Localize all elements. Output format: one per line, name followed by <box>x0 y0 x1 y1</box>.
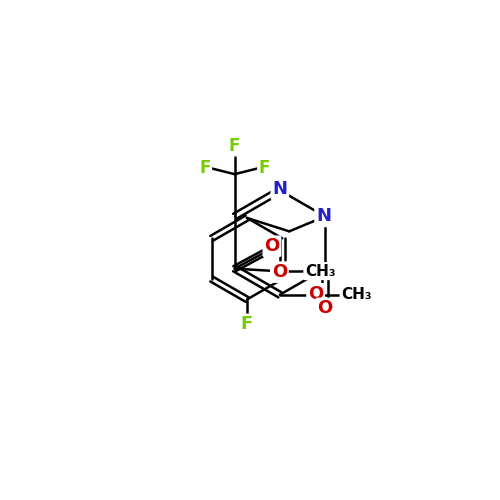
Text: O: O <box>264 238 280 256</box>
Text: N: N <box>316 208 331 226</box>
Text: CH₃: CH₃ <box>305 264 336 278</box>
Text: F: F <box>229 137 240 155</box>
Text: O: O <box>308 285 324 303</box>
Text: F: F <box>259 159 270 177</box>
Text: F: F <box>241 316 253 334</box>
Text: O: O <box>318 300 332 318</box>
Text: N: N <box>272 180 287 198</box>
Text: CH₃: CH₃ <box>341 287 372 302</box>
Text: O: O <box>272 263 287 281</box>
Text: F: F <box>199 159 210 177</box>
